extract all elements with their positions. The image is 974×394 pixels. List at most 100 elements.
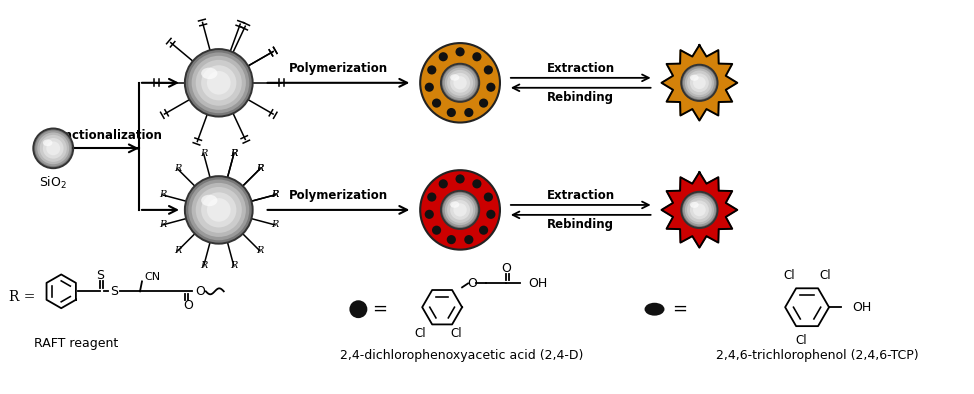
Circle shape <box>185 176 252 243</box>
Circle shape <box>690 201 709 219</box>
Circle shape <box>33 128 73 168</box>
Circle shape <box>185 49 252 117</box>
Text: 2,4,6-trichlorophenol (2,4,6-TCP): 2,4,6-trichlorophenol (2,4,6-TCP) <box>716 349 918 362</box>
Circle shape <box>206 71 231 95</box>
Circle shape <box>445 195 475 225</box>
Text: SiO$_2$: SiO$_2$ <box>39 175 67 191</box>
Text: Rebinding: Rebinding <box>547 91 615 104</box>
Text: 2,4-dichlorophenoxyacetic acid (2,4-D): 2,4-dichlorophenoxyacetic acid (2,4-D) <box>340 349 583 362</box>
Text: CN: CN <box>144 272 160 282</box>
Circle shape <box>196 60 242 106</box>
Text: Extraction: Extraction <box>546 189 615 202</box>
Circle shape <box>192 56 245 110</box>
Circle shape <box>202 65 237 100</box>
Circle shape <box>486 83 496 92</box>
Circle shape <box>472 179 481 188</box>
Circle shape <box>683 67 716 99</box>
Text: S: S <box>96 269 104 282</box>
Text: Rebinding: Rebinding <box>547 218 615 231</box>
Circle shape <box>37 132 69 164</box>
Circle shape <box>188 52 249 113</box>
Circle shape <box>447 235 456 244</box>
Circle shape <box>206 198 231 222</box>
Text: R: R <box>256 164 264 173</box>
Text: O: O <box>195 285 205 298</box>
Text: Extraction: Extraction <box>546 62 615 75</box>
Circle shape <box>202 192 237 227</box>
Circle shape <box>432 226 441 235</box>
Text: R: R <box>230 262 238 271</box>
Circle shape <box>681 192 718 228</box>
Circle shape <box>484 65 493 74</box>
Circle shape <box>456 47 465 56</box>
Circle shape <box>420 43 500 123</box>
Circle shape <box>425 83 433 92</box>
Circle shape <box>46 141 60 155</box>
Text: =: = <box>672 300 688 318</box>
Text: R: R <box>173 247 181 255</box>
Text: R: R <box>173 164 181 173</box>
Text: OH: OH <box>528 277 547 290</box>
Text: R: R <box>272 190 279 199</box>
Circle shape <box>683 193 716 226</box>
Text: Cl: Cl <box>796 335 806 348</box>
Text: Polymerization: Polymerization <box>289 189 388 202</box>
Circle shape <box>432 98 441 108</box>
Ellipse shape <box>690 202 698 208</box>
Circle shape <box>447 108 456 117</box>
Circle shape <box>445 67 475 98</box>
Circle shape <box>192 183 245 237</box>
Circle shape <box>479 98 488 108</box>
Circle shape <box>43 138 63 159</box>
Circle shape <box>690 73 709 92</box>
Text: Cl: Cl <box>414 327 426 340</box>
Circle shape <box>350 300 367 318</box>
Ellipse shape <box>202 195 217 206</box>
Circle shape <box>428 65 436 74</box>
Ellipse shape <box>450 74 460 81</box>
Circle shape <box>447 197 473 223</box>
Circle shape <box>425 210 433 219</box>
Text: O: O <box>501 262 511 275</box>
Ellipse shape <box>43 139 53 146</box>
Circle shape <box>486 210 496 219</box>
Text: Functionalization: Functionalization <box>49 129 163 142</box>
Circle shape <box>693 204 706 216</box>
Circle shape <box>456 175 465 184</box>
Circle shape <box>681 65 718 101</box>
Text: R: R <box>200 262 207 271</box>
Text: =: = <box>372 300 388 318</box>
Circle shape <box>196 187 242 233</box>
Circle shape <box>479 226 488 235</box>
Text: R: R <box>230 149 238 158</box>
Ellipse shape <box>450 201 460 208</box>
Text: Cl: Cl <box>819 269 831 282</box>
Circle shape <box>188 180 249 240</box>
Ellipse shape <box>645 303 664 316</box>
Circle shape <box>438 179 448 188</box>
Circle shape <box>453 76 467 89</box>
Text: R: R <box>272 220 279 229</box>
Polygon shape <box>661 172 737 248</box>
Text: R: R <box>256 164 264 173</box>
Circle shape <box>441 64 479 102</box>
Circle shape <box>685 195 714 225</box>
Circle shape <box>420 170 500 250</box>
Circle shape <box>438 52 448 61</box>
Ellipse shape <box>690 74 698 81</box>
Circle shape <box>40 135 67 162</box>
Text: Polymerization: Polymerization <box>289 62 388 75</box>
Circle shape <box>687 198 712 222</box>
Circle shape <box>465 235 473 244</box>
Text: R: R <box>256 247 264 255</box>
Circle shape <box>685 68 714 97</box>
Polygon shape <box>661 45 737 121</box>
Text: O: O <box>183 299 193 312</box>
Circle shape <box>441 191 479 229</box>
Text: S: S <box>110 285 118 298</box>
Circle shape <box>447 70 473 96</box>
Circle shape <box>465 108 473 117</box>
Text: Cl: Cl <box>783 269 795 282</box>
Circle shape <box>443 193 477 227</box>
Text: OH: OH <box>852 301 871 314</box>
